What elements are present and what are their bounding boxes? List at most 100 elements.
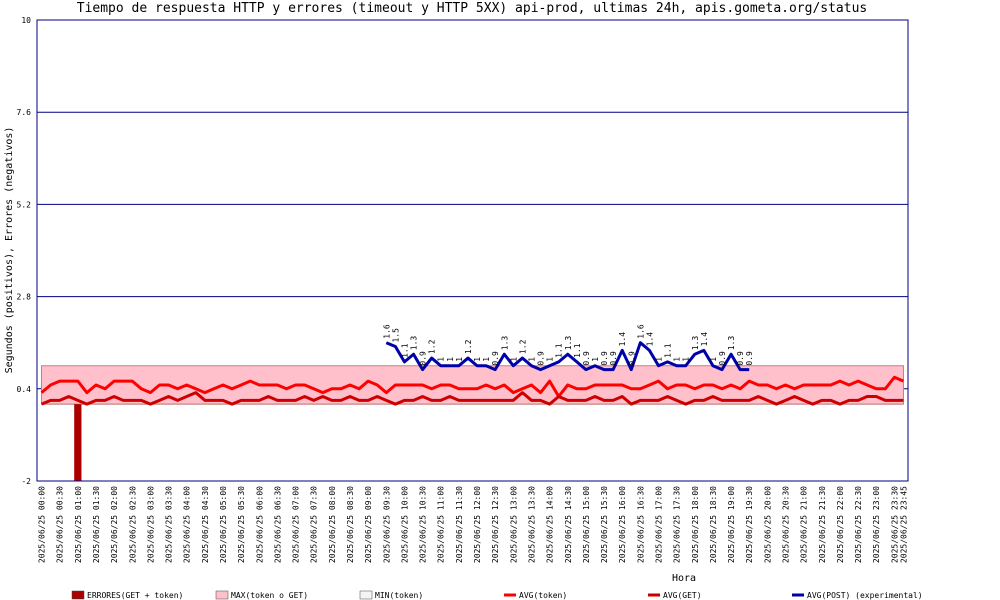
data-label: 1.6: [382, 324, 391, 339]
x-tick-label: 2025/06/25 12:30: [491, 486, 500, 563]
data-label: 1.2: [518, 339, 527, 354]
legend-label: AVG(token): [519, 591, 567, 600]
data-label: 0.9: [419, 351, 428, 366]
x-tick-label: 2025/06/25 18:30: [709, 486, 718, 563]
data-label: 0.9: [745, 351, 754, 366]
x-tick-label: 2025/06/25 13:30: [527, 486, 536, 563]
data-label: 1: [673, 357, 682, 362]
data-label: 1.2: [428, 339, 437, 354]
legend-label: MAX(token o GET): [231, 591, 308, 600]
data-label: 1.3: [691, 336, 700, 351]
chart-title: Tiempo de respuesta HTTP y errores (time…: [77, 1, 868, 16]
x-tick-label: 2025/06/25 21:00: [800, 486, 809, 563]
x-tick-label: 2025/06/25 02:00: [110, 486, 119, 563]
x-tick-label: 2025/06/25 03:30: [165, 486, 174, 563]
plot-border: [36, 19, 909, 482]
legend-label: AVG(GET): [663, 591, 702, 600]
data-label: 0.9: [627, 351, 636, 366]
data-label: 1: [682, 357, 691, 362]
legend-label: MIN(token): [375, 591, 423, 600]
data-label: 1.3: [727, 336, 736, 351]
data-label: 1: [473, 357, 482, 362]
x-tick-label: 2025/06/25 22:00: [836, 486, 845, 563]
x-tick-label: 2025/06/25 22:30: [854, 486, 863, 563]
data-label: 1.3: [410, 336, 419, 351]
legend-label: ERRORES(GET + token): [87, 591, 183, 600]
x-tick-label: 2025/06/25 11:30: [455, 486, 464, 563]
x-tick-label: 2025/06/25 08:00: [328, 486, 337, 563]
legend-swatch: [215, 590, 229, 600]
x-tick-label: 2025/06/25 12:00: [473, 486, 482, 563]
data-label: 1: [591, 357, 600, 362]
x-tick-label: 2025/06/25 13:00: [509, 486, 518, 563]
x-tick-label: 2025/06/25 23:30: [890, 486, 899, 563]
y-axis-label: Segundos (positivos), Errores (negativos…: [4, 127, 15, 374]
data-label: 1.1: [400, 343, 409, 358]
x-tick-label: 2025/06/25 00:30: [56, 486, 65, 563]
data-label: 1.2: [464, 339, 473, 354]
data-label: 1: [546, 357, 555, 362]
x-tick-label: 2025/06/25 11:00: [437, 486, 446, 563]
data-label: 1.1: [664, 343, 673, 358]
data-label: 1: [482, 357, 491, 362]
x-tick-label: 2025/06/25 16:00: [618, 486, 627, 563]
data-label: 1.6: [636, 324, 645, 339]
legend-label: AVG(POST) (experimental): [807, 591, 923, 600]
y-tick-label: -2: [21, 477, 31, 486]
legend-swatch: [71, 590, 85, 600]
legend-swatch: [359, 590, 373, 600]
x-tick-label: 2025/06/25 10:00: [400, 486, 409, 563]
x-tick-label: 2025/06/25 03:00: [146, 486, 155, 563]
data-label: 1: [709, 357, 718, 362]
data-label: 1.3: [500, 336, 509, 351]
data-label: 0.9: [736, 351, 745, 366]
data-label: 0.9: [609, 351, 618, 366]
x-tick-label: 2025/06/25 14:00: [546, 486, 555, 563]
data-label: 0.9: [491, 351, 500, 366]
x-tick-label: 2025/06/25 06:30: [273, 486, 282, 563]
x-tick-label: 2025/06/25 20:00: [763, 486, 772, 563]
y-tick-label: 10: [21, 16, 31, 25]
x-tick-label: 2025/06/25 04:30: [201, 486, 210, 563]
data-label: 0.9: [718, 351, 727, 366]
x-tick-label: 2025/06/25 05:00: [219, 486, 228, 563]
x-tick-label: 2025/06/25 21:30: [818, 486, 827, 563]
x-tick-label: 2025/06/25 06:00: [255, 486, 264, 563]
x-tick-label: 2025/06/25 09:30: [382, 486, 391, 563]
x-tick-label: 2025/06/25 15:30: [600, 486, 609, 563]
x-tick-label: 2025/06/25 04:00: [183, 486, 192, 563]
x-tick-label: 2025/06/25 10:30: [419, 486, 428, 563]
data-label: 1: [446, 357, 455, 362]
data-label: 1: [437, 357, 446, 362]
x-tick-label: 2025/06/25 20:30: [782, 486, 791, 563]
data-label: 1.3: [564, 336, 573, 351]
x-tick-label: 2025/06/25 01:00: [74, 486, 83, 563]
x-tick-label: 2025/06/25 19:00: [727, 486, 736, 563]
x-axis-label: Hora: [672, 573, 696, 584]
x-tick-label: 2025/06/25 07:00: [292, 486, 301, 563]
x-tick-label: 2025/06/25 00:00: [38, 486, 47, 563]
x-tick-label: 2025/06/25 09:00: [364, 486, 373, 563]
line: [40, 391, 904, 406]
x-tick-label: 2025/06/25 15:00: [582, 486, 591, 563]
data-label: 1.4: [618, 332, 627, 347]
data-label: 1.1: [573, 343, 582, 358]
bar: [74, 404, 82, 481]
y-tick-label: 0.4: [17, 385, 32, 394]
data-label: 1: [455, 357, 464, 362]
line: [385, 341, 750, 372]
data-label: 0.9: [600, 351, 609, 366]
y-tick-label: 7.6: [17, 108, 32, 117]
line: [40, 375, 905, 398]
x-tick-label: 2025/06/25 17:00: [654, 486, 663, 563]
plot-area: [37, 20, 908, 481]
data-label: 1: [509, 357, 518, 362]
x-tick-label: 2025/06/25 05:30: [237, 486, 246, 563]
x-tick-label: 2025/06/25 02:30: [128, 486, 137, 563]
x-tick-label: 2025/06/25 18:00: [691, 486, 700, 563]
x-tick-label: 2025/06/25 08:30: [346, 486, 355, 563]
x-tick-label: 2025/06/25 23:00: [872, 486, 881, 563]
x-tick-label: 2025/06/25 01:30: [92, 486, 101, 563]
data-label: 0.9: [582, 351, 591, 366]
data-label: 1.4: [645, 332, 654, 347]
